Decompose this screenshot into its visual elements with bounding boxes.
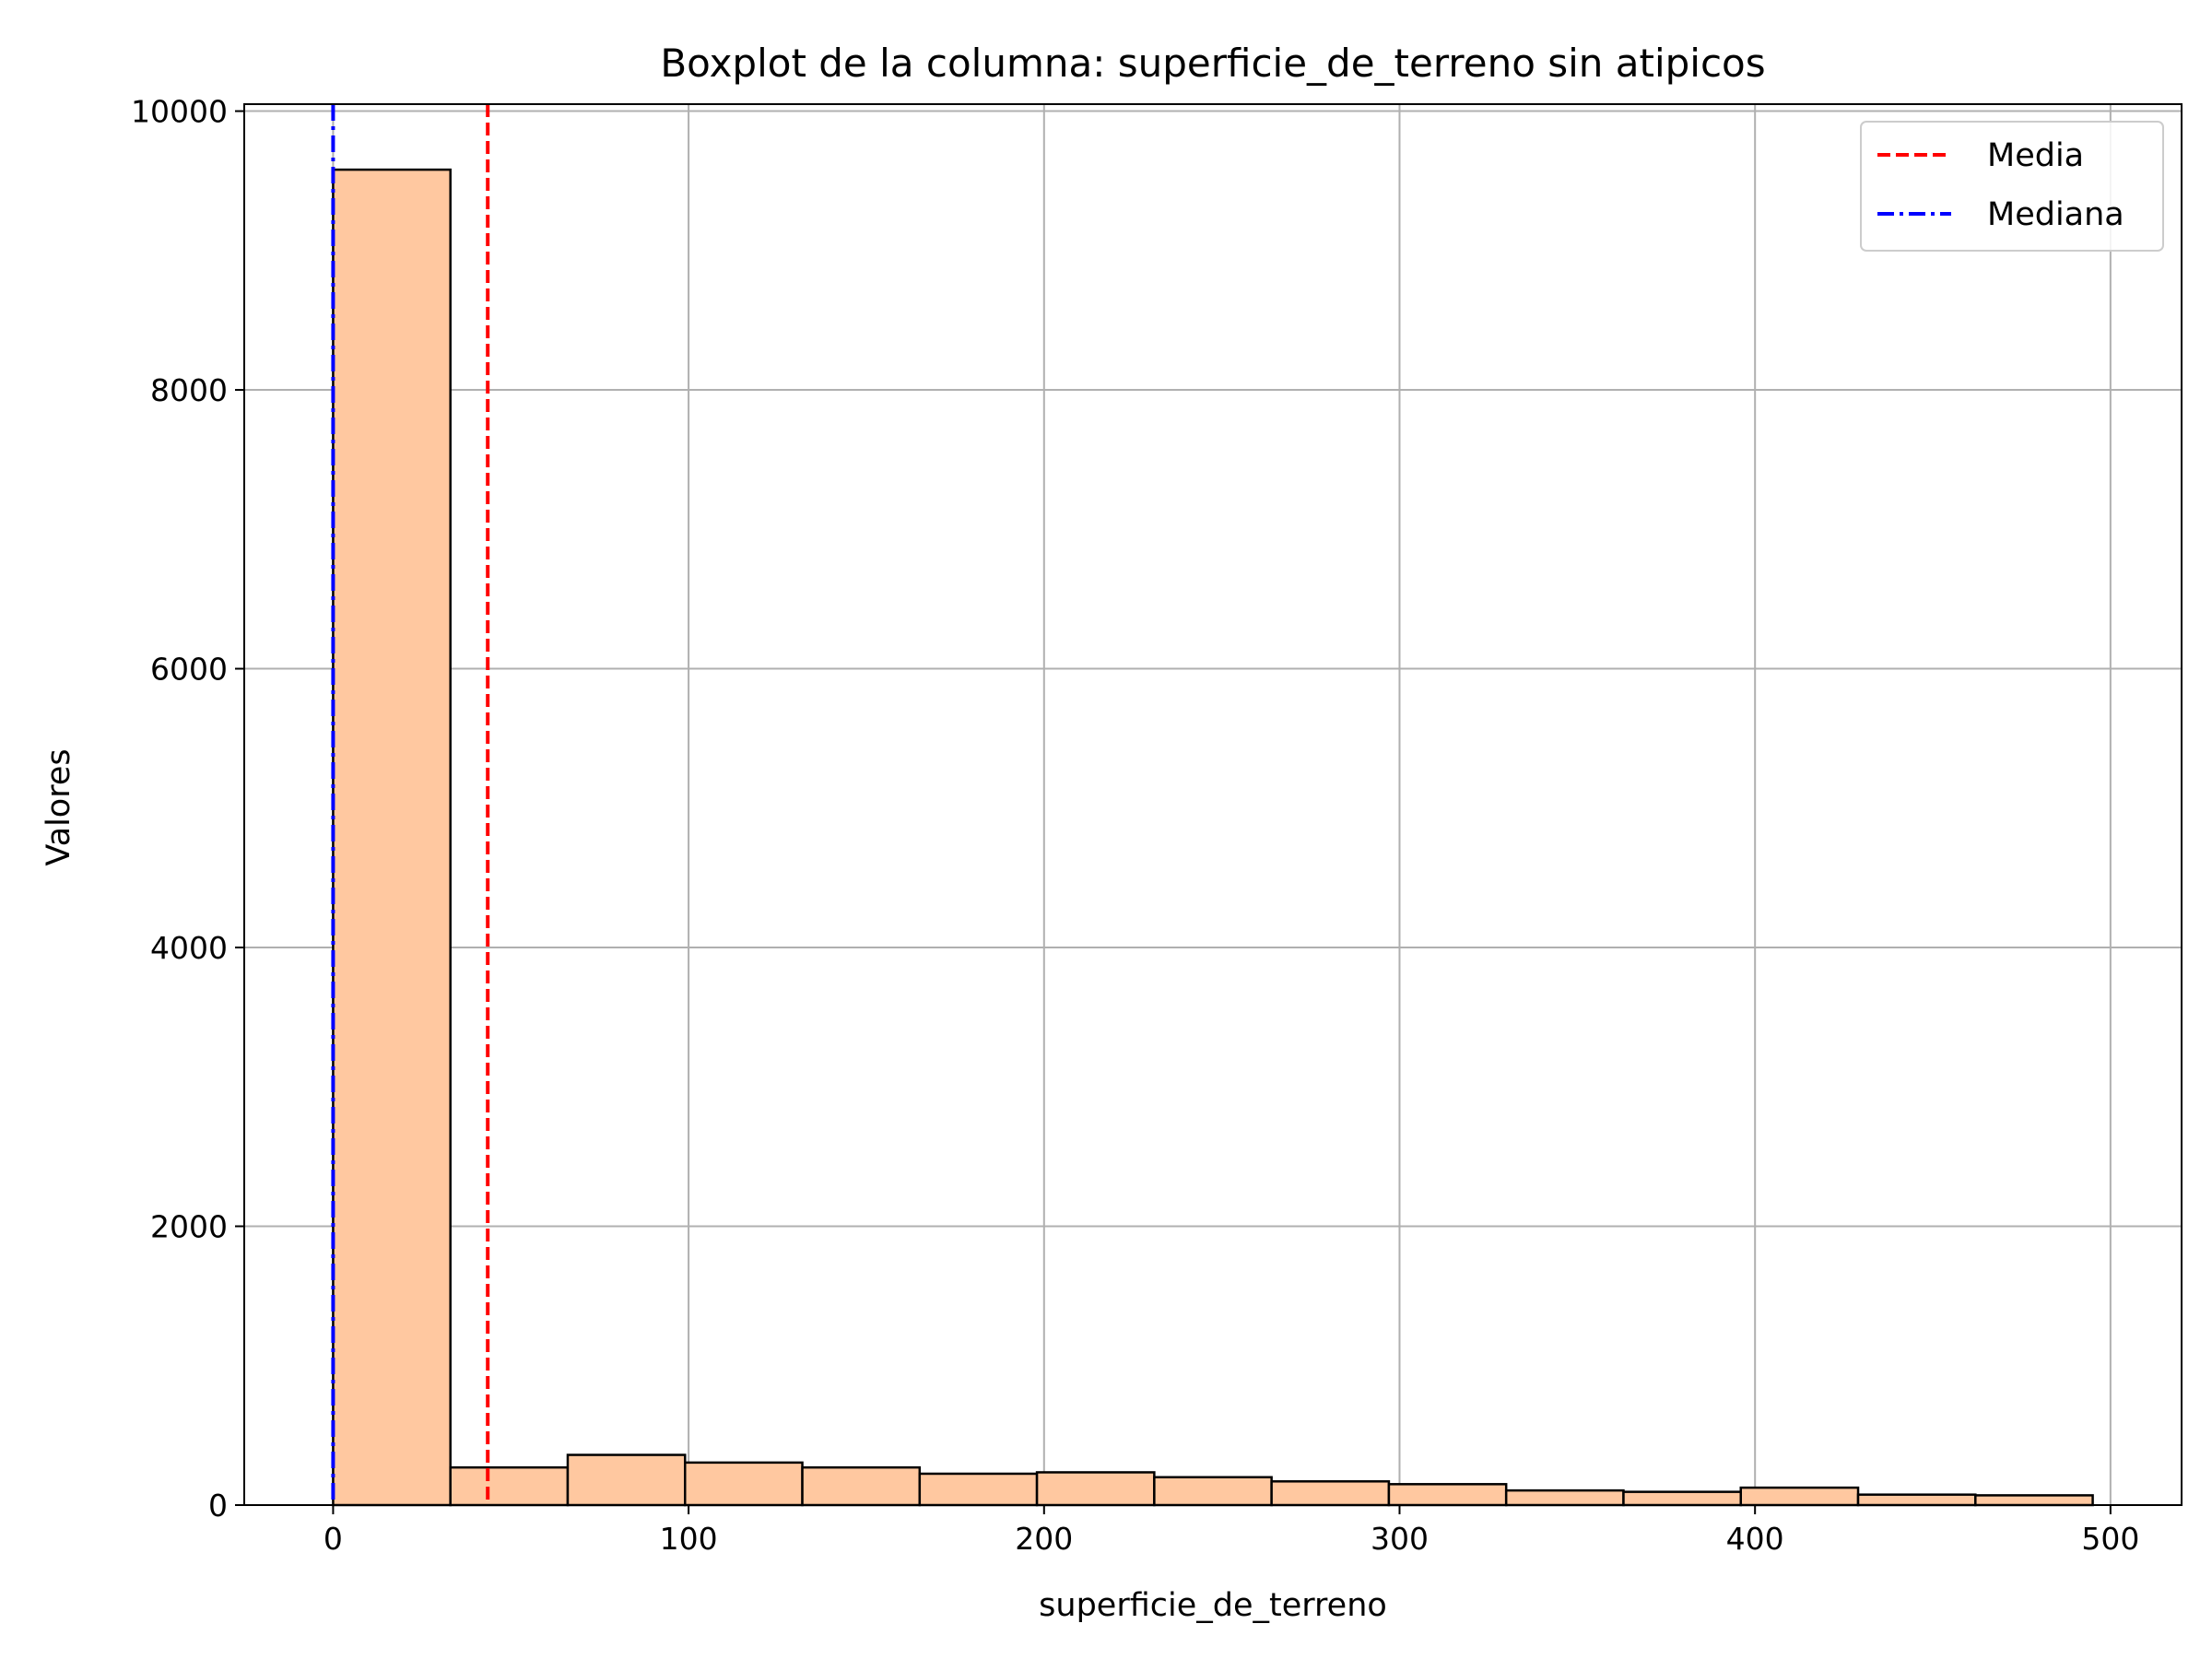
histogram-bar xyxy=(566,1453,687,1507)
histogram-bar xyxy=(1739,1486,1860,1507)
y-tick-label: 2000 xyxy=(150,1209,228,1245)
histogram-bar xyxy=(801,1465,922,1507)
legend-label: Media xyxy=(1987,137,2084,174)
histogram-bar xyxy=(1270,1480,1391,1507)
plot-area: 0 100 200 300 400 500 0 2000 4000 6000 8000 10000 Me… xyxy=(131,94,2183,1557)
y-axis-label: Valores xyxy=(41,748,77,865)
y-tick-label: 0 xyxy=(208,1488,228,1524)
histogram-bar xyxy=(449,1465,570,1507)
histogram-bar xyxy=(1856,1493,1977,1507)
y-tick-label: 4000 xyxy=(150,930,228,966)
x-tick-label: 400 xyxy=(1726,1521,1784,1557)
histogram-bar xyxy=(684,1461,804,1507)
histogram-bar xyxy=(1622,1490,1742,1507)
x-tick-label: 200 xyxy=(1015,1521,1073,1557)
histogram-bar xyxy=(1153,1476,1273,1507)
histogram-bar xyxy=(1504,1488,1625,1507)
x-tick-label: 0 xyxy=(324,1521,343,1557)
y-tick-label: 10000 xyxy=(131,94,228,130)
histogram-bar xyxy=(1974,1494,2094,1507)
x-tick-label: 100 xyxy=(660,1521,718,1557)
x-axis-label: superficie_de_terreno xyxy=(1039,1587,1387,1624)
histogram-bar xyxy=(1387,1483,1508,1507)
y-tick-label: 8000 xyxy=(150,372,228,408)
y-tick-label: 6000 xyxy=(150,652,228,688)
histogram-bar xyxy=(332,168,452,1507)
histogram-bar xyxy=(1035,1471,1156,1507)
axes-frame xyxy=(243,103,2183,1506)
x-tick-label: 500 xyxy=(2081,1521,2139,1557)
histogram-bar xyxy=(918,1472,1039,1507)
chart-title: Boxplot de la columna: superficie_de_ter… xyxy=(660,41,1765,86)
x-tick-label: 300 xyxy=(1371,1521,1429,1557)
legend-label: Mediana xyxy=(1987,196,2124,233)
